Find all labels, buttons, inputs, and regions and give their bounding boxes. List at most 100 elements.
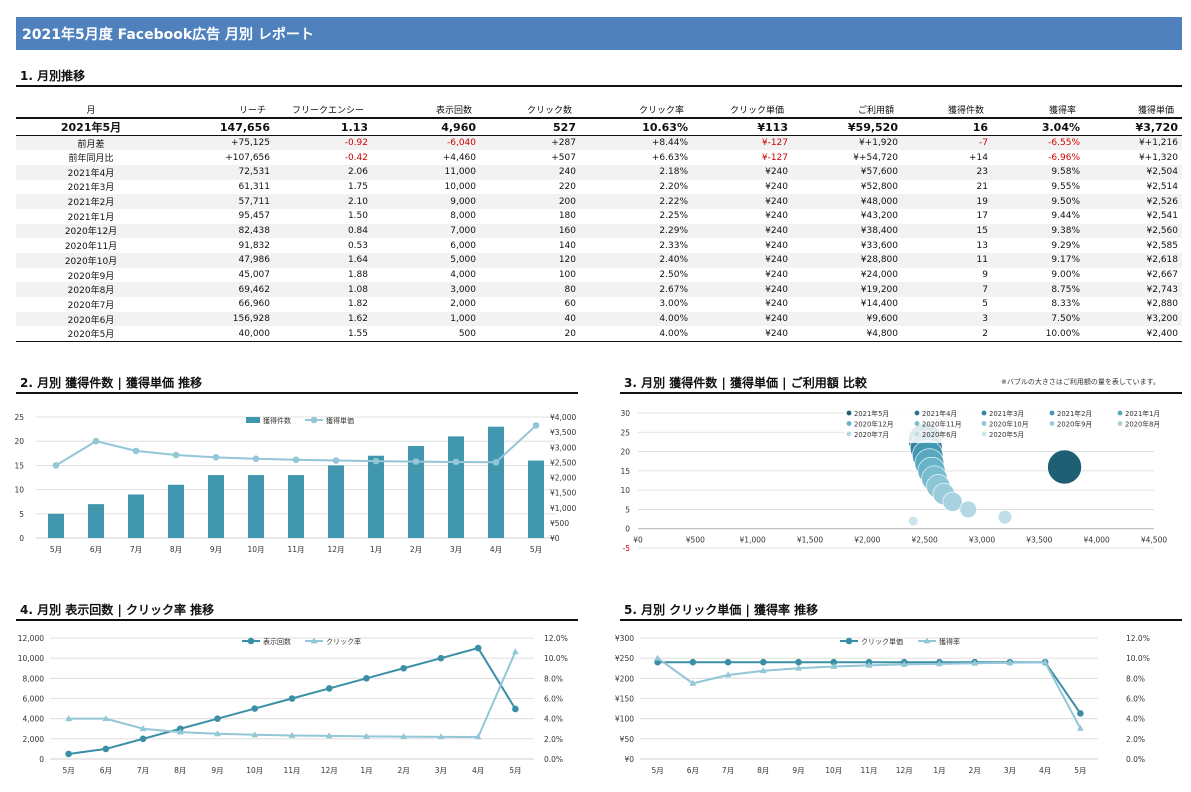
x-tick-label: 5月 — [1074, 766, 1086, 775]
table-cell: 17 — [976, 211, 988, 222]
table-row: 2020年8月 69,462 1.08 3,000 80 2.67% ¥240 ¥19,200… — [16, 282, 1182, 298]
table-cell: 3.00% — [659, 299, 688, 310]
table-cell: 2020年6月 — [16, 311, 166, 327]
y-tick-label: 20 — [620, 448, 630, 457]
bubble-2020年8月 — [942, 491, 963, 512]
table-cell: 6,000 — [450, 240, 476, 251]
table-cell: 21 — [976, 181, 988, 192]
point-獲得率 — [1041, 658, 1049, 665]
table-cell: 2021年4月 — [16, 164, 166, 180]
y-tick-label: 5 — [625, 505, 630, 514]
table-cell: 8.75% — [992, 282, 1084, 298]
point-獲得率 — [654, 654, 662, 661]
point-クリック単価 — [1077, 710, 1084, 717]
legend-label: 2020年11月 — [922, 420, 962, 429]
table-cell: 40 — [480, 311, 580, 327]
x-tick-label: 2月 — [398, 766, 410, 775]
table-cell: ¥+1,320 — [1138, 152, 1178, 163]
table-cell: ¥52,800 — [860, 181, 898, 192]
table-cell: -6,040 — [372, 135, 480, 151]
y-left-tick-label: 25 — [14, 413, 24, 422]
bar-獲得件数 — [128, 494, 144, 538]
point-クリック率 — [363, 732, 370, 739]
table-cell: ¥2,667 — [1146, 270, 1179, 281]
table-cell: 1.50 — [347, 211, 368, 222]
point-表示回数 — [102, 745, 110, 753]
x-tick-label: 4月 — [1039, 766, 1051, 775]
point-クリック率 — [325, 732, 333, 739]
point-クリック率 — [474, 733, 482, 740]
x-tick-label: 10月 — [247, 545, 264, 554]
point-クリック率 — [288, 731, 296, 738]
bubble-2020年7月 — [959, 500, 977, 519]
section-title: 1. 月別推移 — [20, 69, 86, 83]
table-cell: -0.42 — [344, 152, 368, 163]
table-row: 2021年4月 72,531 2.06 11,000 240 2.18% ¥240 ¥57,6… — [16, 164, 1182, 180]
point-表示回数 — [65, 750, 72, 758]
table-cell: 7 — [902, 282, 992, 298]
x-tick-label: 12月 — [896, 766, 913, 775]
table-cell: 2,000 — [450, 299, 476, 310]
x-tick-label: 8月 — [174, 766, 186, 775]
bar-獲得件数 — [208, 475, 224, 538]
table-cell: 9 — [982, 270, 988, 281]
y-tick-label: 30 — [620, 409, 630, 418]
y-left-tick-label: 0 — [39, 755, 44, 764]
legend-label: 獲得率 — [939, 637, 960, 646]
point-クリック率 — [102, 715, 110, 722]
y-left-tick-label: 4,000 — [23, 715, 45, 724]
table-cell: ¥43,200 — [860, 211, 898, 222]
y-right-tick-label: ¥3,000 — [550, 443, 576, 452]
legend-marker — [1117, 421, 1123, 426]
x-tick-label: 8月 — [170, 545, 182, 554]
table-cell: 220 — [558, 181, 576, 192]
table-cell: ¥240 — [692, 311, 792, 327]
bar-獲得件数 — [488, 426, 504, 538]
section-title: 2. 月別 獲得件数 | 獲得単価 推移 — [20, 376, 203, 390]
legend-marker — [845, 637, 853, 645]
y-left-tick-label: 15 — [14, 461, 24, 470]
x-tick-label: 7月 — [130, 545, 142, 554]
table-cell: 66,960 — [238, 299, 271, 310]
x-tick-label: 9月 — [792, 766, 804, 775]
legend-marker — [310, 637, 318, 644]
x-tick-label: 5月 — [651, 766, 663, 775]
point-獲得率 — [1006, 659, 1014, 666]
legend-label: 2020年9月 — [1057, 420, 1092, 429]
table-cell: 57,711 — [166, 194, 274, 209]
y-left-tick-label: ¥50 — [620, 735, 635, 744]
y-left-tick-label: 20 — [14, 437, 24, 446]
table-cell: ¥240 — [765, 181, 788, 192]
x-tick-label: 3月 — [1004, 766, 1016, 775]
table-cell: ¥14,400 — [860, 299, 898, 310]
legend-marker — [981, 431, 987, 437]
legend-label: 2021年1月 — [1125, 409, 1160, 418]
point-クリック単価 — [760, 658, 767, 666]
legend-label: 2021年3月 — [989, 409, 1024, 418]
bar-獲得件数 — [248, 475, 264, 538]
table-cell: 69,462 — [166, 282, 274, 298]
table-cell: 1.75 — [347, 181, 368, 192]
y-left-tick-label: 0 — [19, 534, 24, 543]
point-獲得率 — [759, 667, 767, 674]
point-獲得率 — [724, 671, 732, 678]
table-cell: 前年同月比 — [68, 154, 114, 165]
y-left-tick-label: 6,000 — [23, 695, 45, 704]
y-right-tick-label: ¥500 — [550, 519, 569, 528]
chart-impressions-ctr: 0 2,000 4,000 6,000 8,000 10,000 12,000 0.0% 2.0… — [18, 634, 568, 775]
table-cell: 10.00% — [992, 326, 1084, 342]
y-left-tick-label: ¥0 — [624, 755, 634, 764]
table-cell: 1.55 — [274, 326, 372, 342]
table-cell: 1.88 — [347, 270, 368, 281]
point-獲得率 — [936, 660, 943, 667]
table-cell: 2.06 — [274, 164, 372, 180]
legend-label: 2020年10月 — [989, 420, 1029, 429]
legend-label: 2020年7月 — [854, 430, 889, 439]
x-tick-label: 9月 — [211, 766, 223, 775]
table-cell: 11 — [902, 253, 992, 268]
y-tick-label: 25 — [620, 428, 630, 437]
table-cell: 23 — [902, 164, 992, 180]
table-cell: 140 — [558, 240, 576, 251]
table-cell: 2021年5月 — [16, 117, 166, 136]
table-cell: 2.25% — [659, 211, 688, 222]
